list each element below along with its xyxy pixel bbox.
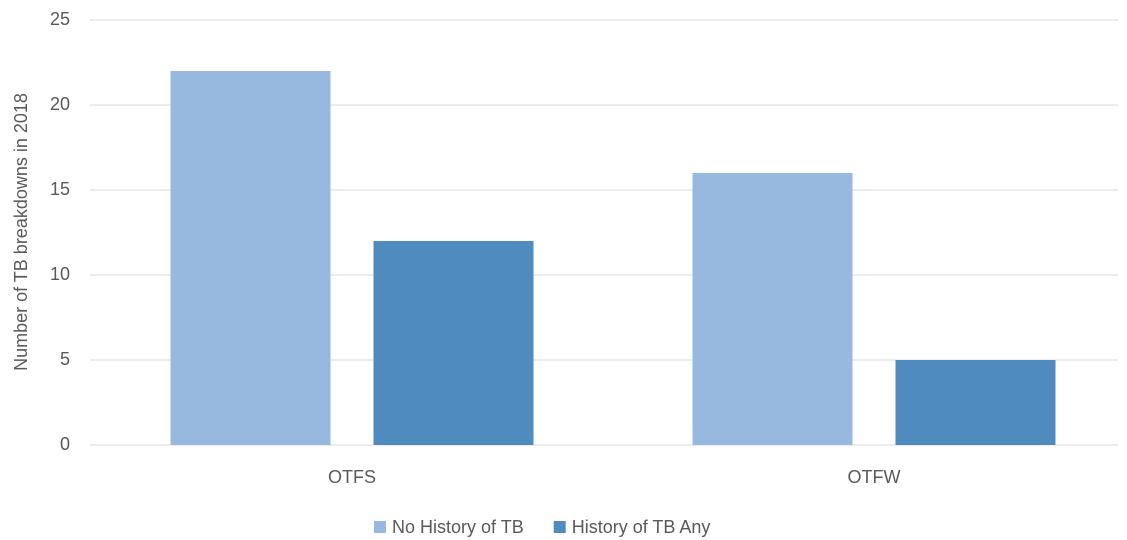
y-tick-label: 15	[50, 179, 70, 199]
y-tick-label: 25	[50, 9, 70, 29]
legend-swatch	[374, 521, 386, 533]
y-tick-label: 10	[50, 264, 70, 284]
y-tick-label: 20	[50, 94, 70, 114]
x-tick-label: OTFW	[848, 467, 901, 487]
y-tick-label: 0	[60, 434, 70, 454]
bar	[895, 360, 1056, 445]
legend-label: No History of TB	[392, 517, 524, 537]
y-axis-label: Number of TB breakdowns in 2018	[11, 93, 31, 371]
legend-swatch	[553, 521, 566, 533]
y-tick-label: 5	[60, 349, 70, 369]
bar	[373, 241, 534, 445]
x-tick-label: OTFS	[328, 467, 376, 487]
legend-label: History of TB Any	[572, 517, 711, 537]
bar	[170, 71, 331, 445]
bar	[692, 173, 853, 445]
